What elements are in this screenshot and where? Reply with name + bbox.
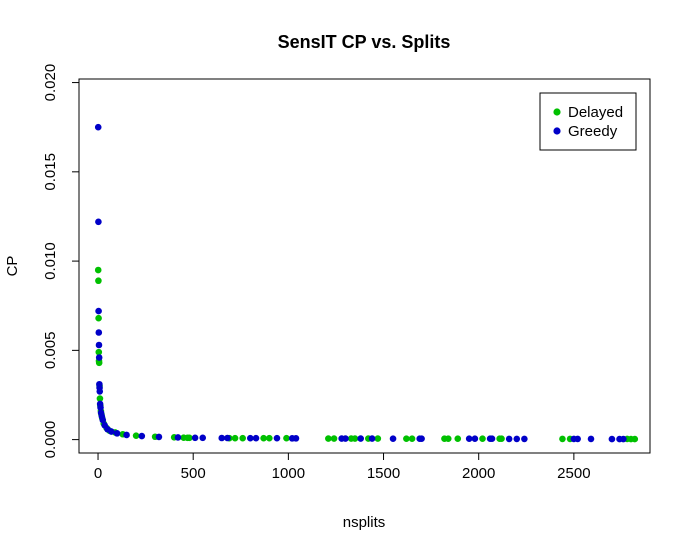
y-tick-label: 0.010: [42, 242, 59, 280]
point-delayed-29: [325, 435, 332, 442]
point-greedy-30: [292, 435, 300, 442]
point-delayed-26: [260, 434, 267, 442]
point-greedy-4: [95, 341, 103, 349]
y-tick-label: 0.000: [42, 421, 59, 459]
point-greedy-42: [505, 435, 513, 443]
point-delayed-1: [95, 277, 102, 285]
point-greedy-13: [99, 416, 107, 424]
point-greedy-24: [218, 434, 226, 442]
point-greedy-33: [357, 435, 364, 442]
point-greedy-3: [95, 329, 103, 336]
x-tick-label: 0: [94, 465, 102, 482]
point-greedy-26: [247, 434, 254, 442]
legend-marker-greedy: [553, 127, 561, 135]
point-greedy-25: [224, 434, 231, 442]
point-greedy-2: [95, 307, 102, 315]
y-axis-label: CP: [4, 256, 21, 277]
point-greedy-34: [368, 435, 376, 442]
point-delayed-0: [94, 266, 102, 274]
point-greedy-18: [123, 431, 130, 439]
point-greedy-50: [620, 435, 627, 443]
point-greedy-41: [488, 435, 496, 443]
point-delayed-38: [444, 435, 452, 443]
point-greedy-37: [418, 435, 425, 443]
x-tick-label: 2500: [557, 465, 590, 482]
point-delayed-40: [479, 435, 486, 443]
y-tick-label: 0.005: [42, 332, 59, 370]
x-tick-label: 1500: [367, 465, 400, 482]
point-delayed-7: [96, 395, 104, 402]
legend-box: [539, 92, 637, 151]
y-tick-label: 0.015: [42, 153, 59, 191]
point-delayed-22: [186, 434, 193, 442]
point-delayed-35: [403, 435, 410, 443]
point-delayed-47: [631, 435, 639, 443]
x-tick-label: 2000: [462, 465, 495, 482]
point-delayed-25: [239, 434, 246, 442]
point-greedy-27: [252, 434, 260, 442]
point-greedy-17: [113, 430, 121, 437]
point-greedy-44: [521, 435, 528, 443]
point-delayed-27: [266, 434, 273, 442]
point-greedy-22: [191, 434, 199, 442]
point-greedy-28: [273, 434, 281, 442]
point-delayed-17: [132, 432, 140, 439]
point-delayed-28: [283, 434, 290, 442]
legend: Delayed Greedy: [539, 92, 637, 151]
point-greedy-32: [342, 435, 349, 442]
x-tick-label: 1000: [272, 465, 305, 482]
chart-title: SensIT CP vs. Splits: [278, 32, 451, 52]
point-delayed-24: [231, 434, 239, 442]
point-greedy-46: [574, 435, 581, 443]
point-greedy-39: [471, 435, 479, 443]
legend-marker-delayed: [553, 108, 561, 116]
point-greedy-38: [465, 435, 473, 443]
point-greedy-1: [95, 218, 102, 226]
point-greedy-48: [608, 435, 616, 443]
point-delayed-5: [95, 359, 103, 367]
point-delayed-36: [408, 435, 416, 443]
x-axis-label: nsplits: [343, 514, 386, 531]
point-greedy-8: [96, 388, 104, 395]
legend-label-greedy: Greedy: [568, 123, 618, 140]
point-delayed-2: [95, 314, 102, 322]
point-greedy-35: [389, 435, 397, 443]
point-delayed-3: [95, 348, 103, 356]
point-greedy-20: [155, 433, 163, 441]
point-delayed-42: [498, 435, 505, 443]
y-axis: 0.000 0.005 0.010 0.015 0.020: [42, 64, 80, 459]
point-greedy-47: [587, 435, 595, 443]
point-greedy-43: [513, 435, 521, 443]
x-axis: 0 500 1000 1500 2000 2500: [94, 452, 591, 482]
point-delayed-39: [454, 435, 462, 443]
point-greedy-0: [94, 123, 102, 131]
point-delayed-34: [374, 435, 382, 442]
y-tick-label: 0.020: [42, 64, 59, 102]
point-greedy-21: [174, 434, 182, 441]
point-greedy-19: [138, 432, 146, 440]
point-greedy-10: [97, 404, 104, 411]
legend-label-delayed: Delayed: [568, 104, 623, 121]
point-greedy-16: [108, 428, 115, 435]
point-delayed-43: [559, 435, 566, 443]
data-points: [94, 123, 639, 443]
point-delayed-32: [351, 435, 359, 442]
x-tick-label: 500: [181, 465, 206, 482]
point-greedy-23: [199, 434, 207, 442]
point-delayed-30: [330, 435, 338, 442]
point-greedy-5: [95, 354, 103, 361]
